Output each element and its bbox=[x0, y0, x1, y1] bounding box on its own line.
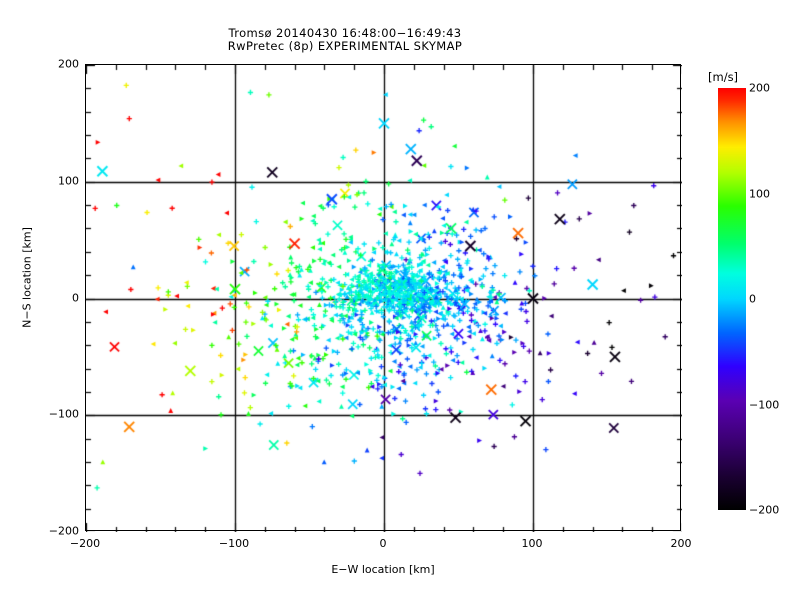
colorbar-tick-label: 100 bbox=[749, 187, 770, 200]
plot-area bbox=[85, 64, 682, 532]
x-tick-label: 200 bbox=[670, 537, 692, 550]
chart-title: Tromsø 20140430 16:48:00−16:49:43 RwPret… bbox=[0, 27, 690, 53]
colorbar-tick-label: 0 bbox=[749, 292, 756, 306]
x-tick-label: 100 bbox=[521, 537, 543, 550]
colorbar bbox=[718, 88, 746, 510]
colorbar-tick-label: −200 bbox=[749, 503, 780, 517]
x-axis-label: E−W location [km] bbox=[331, 563, 435, 576]
y-tick-label: 100 bbox=[58, 174, 79, 188]
title-line-1: Tromsø 20140430 16:48:00−16:49:43 bbox=[228, 26, 462, 40]
x-tick-label: −100 bbox=[218, 537, 250, 550]
y-tick-label: −100 bbox=[48, 407, 79, 421]
y-axis-label: N−S location [km] bbox=[20, 227, 34, 328]
y-tick-label: 200 bbox=[58, 57, 79, 71]
y-tick-label: 0 bbox=[72, 291, 79, 304]
y-tick-label: −200 bbox=[48, 524, 79, 538]
scatter-canvas bbox=[86, 65, 682, 532]
colorbar-unit-label: [m/s] bbox=[708, 70, 739, 84]
x-tick-label: 0 bbox=[379, 537, 387, 550]
colorbar-tick-label: −100 bbox=[749, 398, 780, 411]
x-tick-label: −200 bbox=[69, 537, 101, 550]
colorbar-gradient bbox=[718, 88, 746, 510]
colorbar-tick-label: 200 bbox=[749, 81, 770, 95]
title-line-2: RwPretec (8p) EXPERIMENTAL SKYMAP bbox=[227, 39, 463, 53]
